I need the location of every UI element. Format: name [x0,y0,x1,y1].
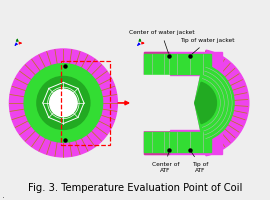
Bar [144,130,169,154]
Circle shape [24,64,103,142]
Text: Center of water jacket: Center of water jacket [129,30,194,53]
Circle shape [50,89,77,117]
Bar [144,130,222,154]
Circle shape [37,76,90,129]
Bar [144,132,211,152]
Bar [144,54,211,74]
Text: ATF: ATF [195,168,205,173]
Wedge shape [195,50,249,156]
Circle shape [9,49,117,157]
Text: Tip of water jacket: Tip of water jacket [180,38,235,54]
Bar [142,75,169,130]
Text: Tip of: Tip of [191,152,208,167]
Wedge shape [195,65,234,141]
Text: ATF: ATF [160,168,171,173]
Wedge shape [195,82,217,124]
Text: Fig: Fig [2,197,5,198]
Bar [144,52,169,75]
Bar [144,52,222,75]
Text: Fig. 3. Temperature Evaluation Point of Coil: Fig. 3. Temperature Evaluation Point of … [28,183,242,193]
Text: Center of: Center of [152,153,179,167]
